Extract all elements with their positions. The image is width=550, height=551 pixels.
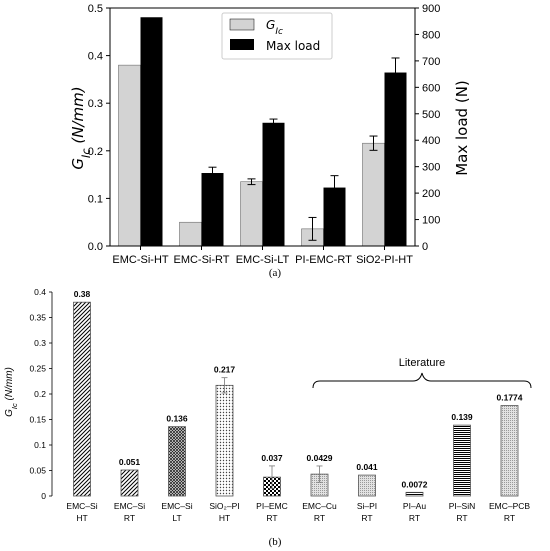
ytick-right-label: 600: [422, 82, 440, 94]
legend-swatch-gic: [229, 18, 255, 31]
xtick-label: EMC-Si-HT: [112, 254, 168, 266]
xtick-label: RT: [266, 513, 277, 523]
ytick-label: 0.2: [34, 389, 46, 399]
bar: [358, 474, 376, 497]
bar: [453, 424, 471, 497]
xtick-label: RT: [409, 513, 420, 523]
chart-a-ylabel-left: GIc (N/mm): [69, 86, 93, 169]
xtick-label: EMC–Si: [114, 501, 145, 511]
bar-gic: [362, 142, 385, 247]
chart-b: 0 0.05 0.1 0.15 0.2 0.25 0.3 0.35 0.4 EMC–Si HT EMC…: [4, 287, 532, 548]
value-label: 0.1774: [497, 393, 523, 403]
xtick-label: EMC–Si: [161, 501, 192, 511]
legend-label-gic: GIc: [266, 18, 283, 37]
xtick-label: RT: [504, 513, 515, 523]
ytick-left-label: 0.5: [88, 3, 103, 15]
xtick-label: RT: [314, 513, 325, 523]
value-label: 0.136: [166, 414, 188, 424]
bar: [168, 426, 186, 497]
literature-annotation: Literature: [399, 357, 445, 369]
bar-gic: [240, 181, 263, 247]
chart-a-frame: [109, 7, 416, 247]
bar-gic: [118, 64, 141, 247]
ytick-right-label: 100: [422, 215, 440, 227]
value-label: 0.041: [356, 462, 378, 472]
chart-a-legend: GIc Max load: [221, 12, 333, 60]
ytick-label: 0.35: [29, 313, 46, 323]
xtick-label: RT: [456, 513, 467, 523]
literature-brace: [312, 372, 532, 389]
ytick-right-label: 900: [422, 3, 440, 15]
ytick-right-label: 0: [422, 241, 428, 253]
bar-maxload: [384, 72, 407, 246]
chart-a-bars: [118, 17, 407, 247]
value-label: 0.217: [214, 365, 236, 375]
xtick-label: HT: [219, 513, 230, 523]
bar: [215, 384, 234, 497]
bar-gic: [179, 221, 202, 247]
value-label: 0.0429: [307, 453, 333, 463]
ytick-label: 0.3: [34, 338, 46, 348]
xtick-label: EMC-Si-RT: [173, 254, 229, 266]
ytick-label: 0: [41, 491, 46, 501]
ytick-right-label: 300: [422, 162, 440, 174]
ytick-left-label: 0.0: [88, 241, 103, 253]
xtick-label: PI–SiN: [449, 501, 475, 511]
xtick-label: RT: [361, 513, 372, 523]
ytick-right-label: 400: [422, 135, 440, 147]
bar-maxload: [140, 17, 163, 247]
ytick-label: 0.15: [29, 415, 46, 425]
chart-b-ticks: 0 0.05 0.1 0.15 0.2 0.25 0.3 0.35 0.4 EMC–Si HT EMC…: [29, 287, 530, 523]
xtick-label: EMC-Si-LT: [236, 254, 290, 266]
bar-maxload: [323, 187, 346, 246]
chart-a-ylabel-right: Max load (N): [453, 80, 471, 176]
xtick-label: EMC–Cu: [302, 501, 337, 511]
chart-b-bars: 0.38 0.051 0.136 0.217 0.037 0.0429 0.041 0.007…: [73, 289, 523, 497]
xtick-label: PI–Au: [403, 501, 426, 511]
ytick-left-label: 0.2: [88, 146, 103, 158]
ytick-left-label: 0.4: [88, 51, 103, 63]
value-label: 0.0072: [402, 479, 428, 489]
ytick-left-label: 0.1: [88, 193, 103, 205]
ytick-right-label: 700: [422, 56, 440, 68]
ytick-label: 0.4: [34, 287, 46, 297]
ytick-left-label: 0.3: [88, 98, 103, 110]
ytick-label: 0.05: [29, 466, 46, 476]
bar: [405, 491, 424, 497]
legend-swatch-maxload: [230, 39, 254, 50]
chart-b-ylabel: GIc (N/mm): [4, 367, 19, 417]
bar: [500, 405, 519, 497]
xtick-label: EMC–PCB: [489, 501, 530, 511]
xtick-label: Si–PI: [357, 501, 377, 511]
xtick-label: SiO2-PI-HT: [356, 254, 413, 266]
bar: [120, 469, 139, 497]
legend-label-maxload: Max load: [266, 39, 320, 53]
value-label: 0.051: [119, 457, 141, 467]
xtick-label: PI-EMC-RT: [295, 254, 352, 266]
bar-maxload: [262, 122, 285, 246]
value-label: 0.139: [451, 412, 473, 422]
ytick-right-label: 200: [422, 188, 440, 200]
panel-label-b: (b): [269, 536, 282, 548]
xtick-label: SiO₂–PI: [209, 501, 239, 511]
ytick-label: 0.1: [34, 440, 46, 450]
xtick-label: PI–EMC: [256, 501, 288, 511]
panel-label-a: (a): [269, 267, 282, 279]
bar-maxload: [201, 173, 224, 246]
xtick-label: RT: [124, 513, 135, 523]
xtick-label: LT: [172, 513, 181, 523]
ytick-right-label: 800: [422, 29, 440, 41]
chart-a-ticks: 0.0 0.1 0.2 0.3 0.4 0.5 0 100 200 300 400 500 600 700…: [88, 3, 441, 266]
xtick-label: HT: [76, 513, 87, 523]
value-label: 0.037: [261, 453, 283, 463]
ytick-label: 0.25: [29, 364, 46, 374]
value-label: 0.38: [74, 289, 91, 299]
xtick-label: EMC–Si: [66, 501, 97, 511]
bar: [73, 301, 91, 497]
ytick-right-label: 500: [422, 109, 440, 121]
chart-a: 0.0 0.1 0.2 0.3 0.4 0.5 0 100 200 300 400 500 600 700…: [69, 3, 471, 279]
